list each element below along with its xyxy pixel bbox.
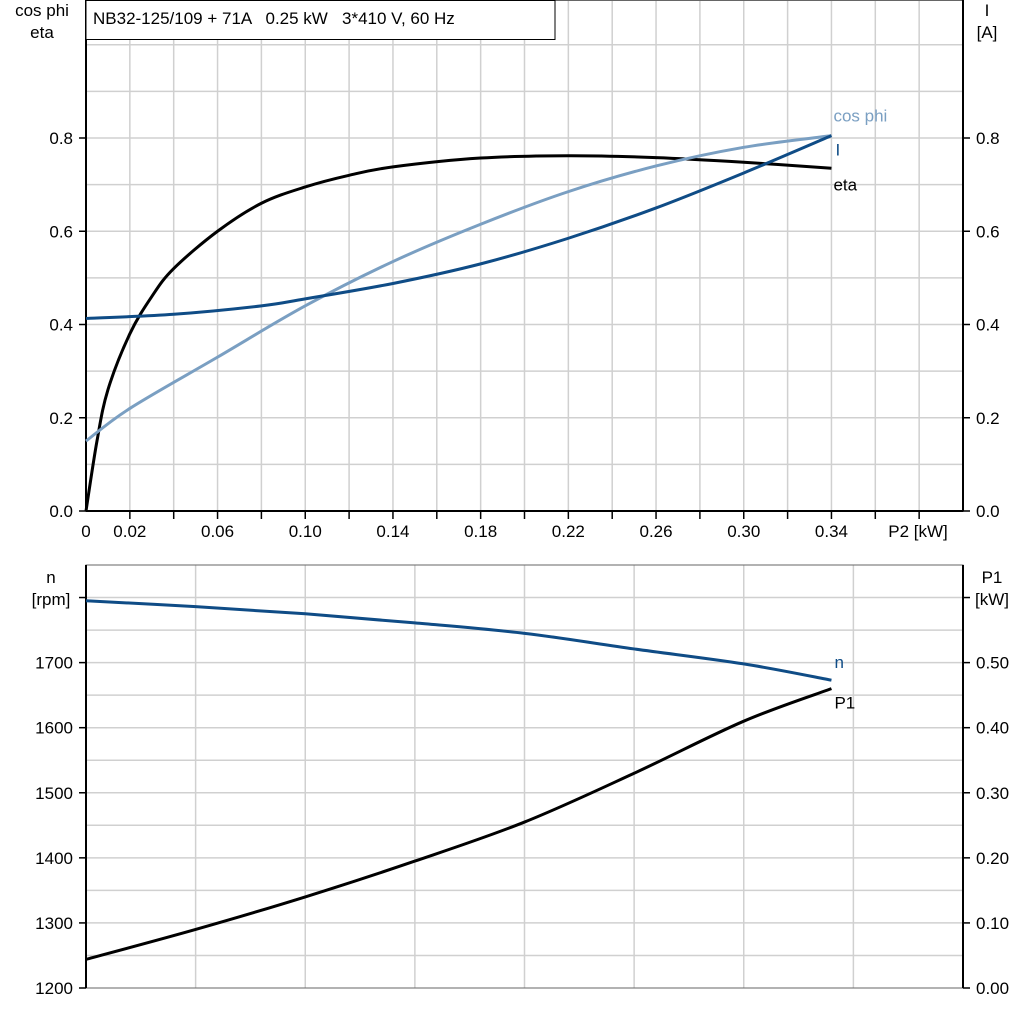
x-tick-label: 0.30 bbox=[727, 522, 760, 541]
y-tick-label: 1200 bbox=[35, 979, 73, 998]
y-tick-label: 1500 bbox=[35, 784, 73, 803]
series-label-cos-phi: cos phi bbox=[833, 107, 887, 126]
x-tick-label: 0.18 bbox=[464, 522, 497, 541]
bottom-series: n P1 bbox=[85, 599, 855, 961]
top-grid bbox=[86, 0, 963, 511]
y-right-tick-label: 0.50 bbox=[976, 654, 1009, 673]
bottom-y-left-label-1: n bbox=[46, 568, 55, 587]
bottom-y-right-label-1: P1 bbox=[982, 568, 1003, 587]
chart-title: NB32-125/109 + 71A 0.25 kW 3*410 V, 60 H… bbox=[93, 9, 455, 28]
y-tick-label: 0.2 bbox=[49, 409, 73, 428]
series-line-n bbox=[85, 599, 832, 682]
top-ticks: 0 0.02 0.06 0.10 0.14 0.18 0.22 0.26 0.30 0.34 0.0… bbox=[49, 129, 999, 541]
y-tick-label: 1600 bbox=[35, 719, 73, 738]
x-tick-label: 0.10 bbox=[289, 522, 322, 541]
y-right-tick-label: 0.4 bbox=[976, 316, 1000, 335]
y-left-label-2: eta bbox=[30, 23, 54, 42]
series-label-i: I bbox=[835, 141, 840, 160]
series-line-cos-phi bbox=[85, 134, 832, 443]
bottom-y-left-label-2: [rpm] bbox=[32, 590, 71, 609]
y-tick-label: 1700 bbox=[35, 654, 73, 673]
bottom-ticks: 1200 1300 1400 1500 1600 1700 0.00 0.10 0.20 0.30… bbox=[35, 596, 1009, 998]
series-label-n: n bbox=[834, 653, 843, 672]
y-tick-label: 0.6 bbox=[49, 222, 73, 241]
x-tick-label: 0.22 bbox=[552, 522, 585, 541]
title-box bbox=[85, 0, 556, 40]
y-tick-label: 0.4 bbox=[49, 316, 73, 335]
y-right-tick-label: 0.10 bbox=[976, 914, 1009, 933]
x-tick-label: 0.26 bbox=[640, 522, 673, 541]
y-tick-label: 0.0 bbox=[49, 502, 73, 521]
x-tick-label: 0 bbox=[81, 522, 90, 541]
y-left-label-1: cos phi bbox=[15, 1, 69, 20]
x-axis-label: P2 [kW] bbox=[888, 522, 948, 541]
series-line-p1 bbox=[85, 687, 832, 961]
series-label-p1: P1 bbox=[834, 694, 855, 713]
x-tick-label: 0.14 bbox=[376, 522, 409, 541]
y-right-label-1: I bbox=[985, 1, 990, 20]
y-right-tick-label: 0.6 bbox=[976, 222, 1000, 241]
series-line-i bbox=[85, 134, 833, 320]
y-right-tick-label: 0.30 bbox=[976, 784, 1009, 803]
y-right-tick-label: 0.40 bbox=[976, 719, 1009, 738]
series-label-eta: eta bbox=[833, 175, 857, 194]
bottom-y-right-label-2: [kW] bbox=[975, 590, 1009, 609]
y-tick-label: 1400 bbox=[35, 849, 73, 868]
y-right-tick-label: 0.0 bbox=[976, 502, 1000, 521]
top-series: eta cos phi I bbox=[84, 107, 887, 512]
y-tick-label: 0.8 bbox=[49, 129, 73, 148]
y-tick-label: 1300 bbox=[35, 914, 73, 933]
y-right-tick-label: 0.8 bbox=[976, 129, 1000, 148]
y-right-tick-label: 0.00 bbox=[976, 979, 1009, 998]
y-right-tick-label: 0.2 bbox=[976, 409, 1000, 428]
y-right-tick-label: 0.20 bbox=[976, 849, 1009, 868]
x-tick-label: 0.02 bbox=[113, 522, 146, 541]
x-tick-label: 0.34 bbox=[815, 522, 848, 541]
series-line-eta bbox=[84, 154, 832, 512]
x-tick-label: 0.06 bbox=[201, 522, 234, 541]
y-right-label-2: [A] bbox=[977, 23, 998, 42]
